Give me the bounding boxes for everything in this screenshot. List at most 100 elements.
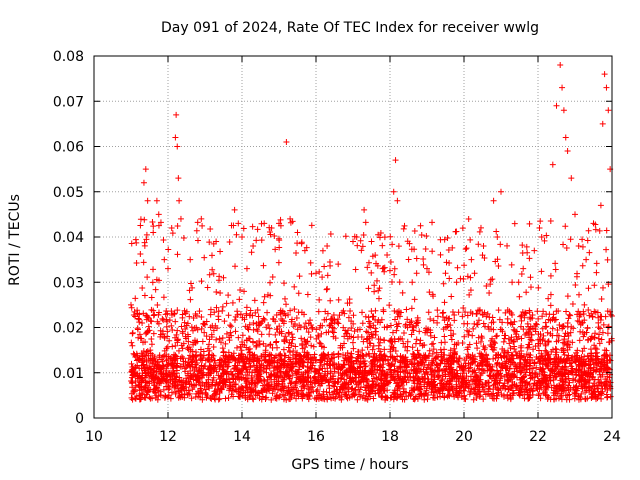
data-point — [176, 197, 183, 204]
data-point — [187, 256, 194, 263]
band-point — [597, 325, 604, 332]
band-point — [283, 396, 290, 403]
data-point — [599, 120, 606, 127]
band-point — [281, 280, 288, 287]
band-point — [563, 245, 570, 252]
band-point — [517, 313, 524, 320]
band-point — [462, 309, 469, 316]
band-point — [534, 308, 541, 315]
data-point — [553, 102, 560, 109]
band-point — [500, 338, 507, 345]
band-point — [368, 269, 375, 276]
band-point — [417, 222, 424, 229]
band-point — [219, 303, 226, 310]
y-tick-label: 0.08 — [53, 49, 84, 65]
band-point — [558, 390, 565, 397]
band-point — [381, 352, 388, 359]
data-point — [144, 197, 151, 204]
band-point — [249, 223, 256, 230]
band-point — [448, 336, 455, 343]
band-point — [511, 220, 518, 227]
band-point — [536, 347, 543, 354]
band-point — [477, 224, 484, 231]
band-point — [250, 352, 257, 359]
y-tick-label: 0.06 — [53, 140, 84, 156]
band-point — [282, 333, 289, 340]
band-point — [171, 311, 178, 318]
band-point — [547, 317, 554, 324]
band-point — [542, 323, 549, 330]
band-point — [516, 392, 523, 399]
band-point — [492, 258, 499, 265]
band-point — [420, 261, 427, 268]
band-point — [437, 251, 444, 258]
band-point — [507, 320, 514, 327]
x-tick-label: 12 — [159, 429, 177, 445]
band-point — [391, 316, 398, 323]
band-point — [137, 216, 144, 223]
band-point — [467, 364, 474, 371]
band-point — [185, 387, 192, 394]
band-point — [211, 357, 218, 364]
x-tick-label: 16 — [307, 429, 325, 445]
band-point — [388, 362, 395, 369]
band-point — [226, 337, 233, 344]
band-point — [236, 296, 243, 303]
band-point — [447, 327, 454, 334]
band-point — [298, 239, 305, 246]
band-point — [381, 324, 388, 331]
band-point — [560, 241, 567, 248]
band-point — [584, 237, 591, 244]
band-point — [389, 278, 396, 285]
band-point — [438, 377, 445, 384]
band-point — [211, 309, 218, 316]
band-point — [201, 254, 208, 261]
band-point — [585, 306, 592, 313]
band-point — [500, 382, 507, 389]
band-point — [535, 284, 542, 291]
data-point — [250, 243, 257, 250]
band-point — [194, 219, 201, 226]
band-point — [357, 237, 364, 244]
band-point — [593, 396, 600, 403]
band-point — [189, 348, 196, 355]
band-point — [434, 307, 441, 314]
data-point — [294, 229, 301, 236]
band-point — [409, 327, 416, 334]
band-point — [566, 311, 573, 318]
band-point — [371, 288, 378, 295]
band-point — [584, 324, 591, 331]
band-point — [180, 234, 187, 241]
band-point — [515, 279, 522, 286]
data-point — [559, 84, 566, 91]
band-point — [526, 309, 533, 316]
band-point — [371, 282, 378, 289]
data-point — [549, 161, 556, 168]
band-point — [523, 289, 530, 296]
band-point — [150, 266, 157, 273]
band-point — [407, 392, 414, 399]
band-point — [169, 365, 176, 372]
band-point — [354, 396, 361, 403]
band-point — [285, 354, 292, 361]
band-point — [258, 237, 265, 244]
band-point — [543, 323, 550, 330]
band-point — [182, 325, 189, 332]
band-point — [429, 248, 436, 255]
band-point — [245, 326, 252, 333]
band-point — [434, 319, 441, 326]
band-point — [378, 377, 385, 384]
band-point — [321, 263, 328, 270]
band-point — [483, 283, 490, 290]
band-point — [130, 350, 137, 357]
band-point — [561, 363, 568, 370]
band-point — [514, 374, 521, 381]
band-point — [429, 219, 436, 226]
band-point — [604, 330, 611, 337]
band-point — [399, 289, 406, 296]
band-point — [487, 276, 494, 283]
band-point — [456, 363, 463, 370]
band-point — [244, 355, 251, 362]
band-point — [163, 323, 170, 330]
band-point — [461, 333, 468, 340]
